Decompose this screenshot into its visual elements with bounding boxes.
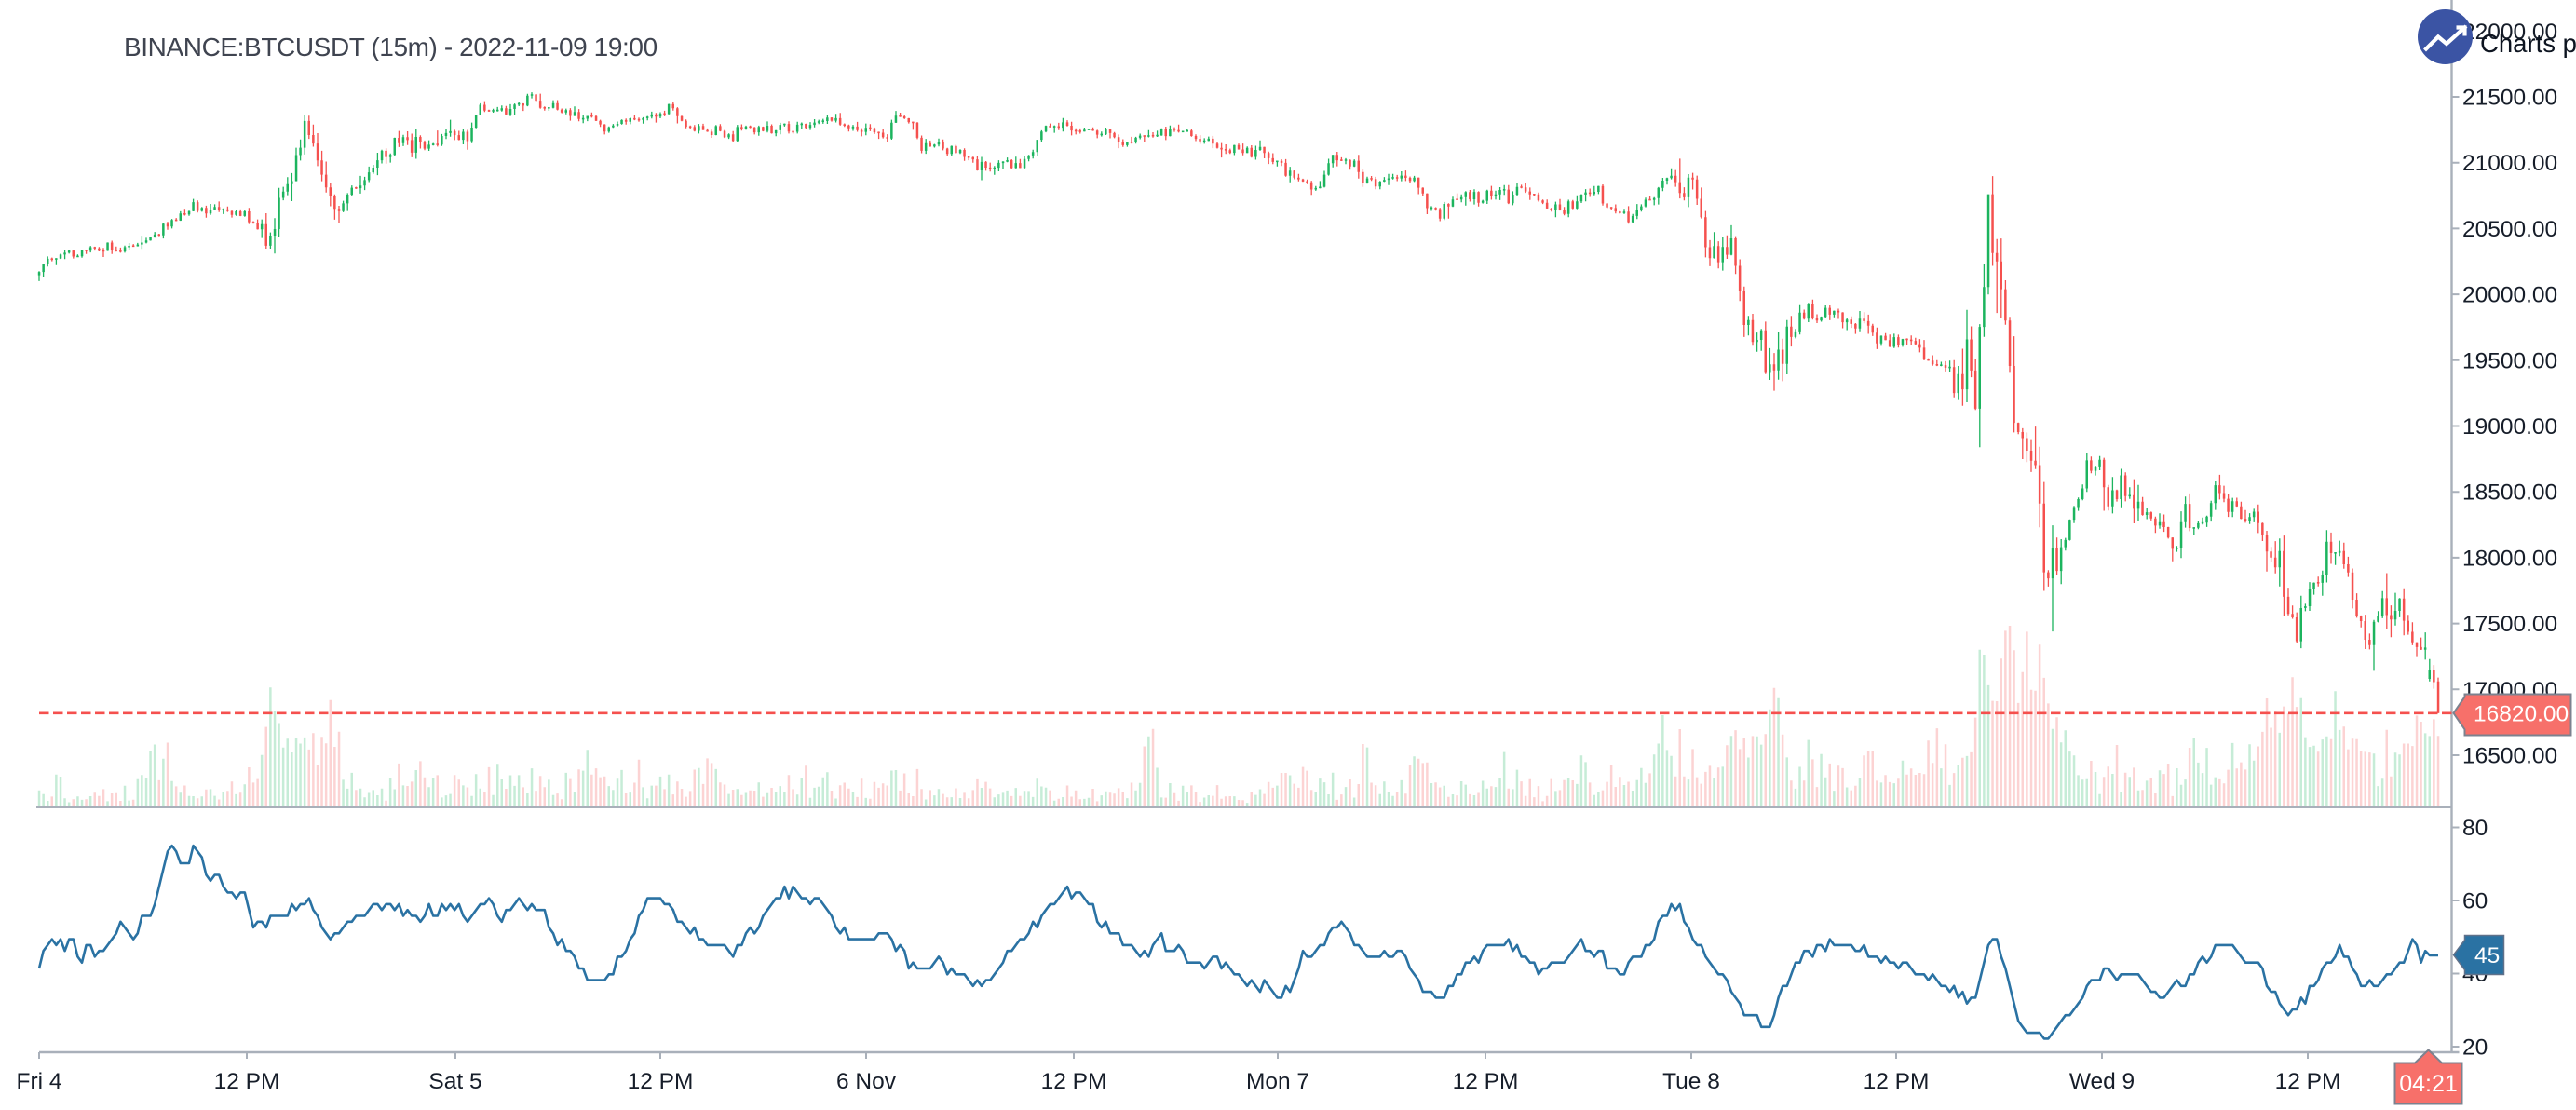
svg-text:21500.00: 21500.00 <box>2462 86 2557 111</box>
svg-text:20500.00: 20500.00 <box>2462 217 2557 242</box>
svg-text:12 PM: 12 PM <box>1864 1069 1930 1094</box>
svg-text:12 PM: 12 PM <box>628 1069 694 1094</box>
svg-text:Fri 4: Fri 4 <box>17 1069 62 1094</box>
svg-text:19500.00: 19500.00 <box>2462 348 2557 373</box>
svg-text:45: 45 <box>2474 943 2500 968</box>
svg-text:20000.00: 20000.00 <box>2462 283 2557 308</box>
svg-text:18000.00: 18000.00 <box>2462 546 2557 571</box>
svg-text:6 Nov: 6 Nov <box>836 1069 897 1094</box>
svg-text:21000.00: 21000.00 <box>2462 151 2557 176</box>
svg-text:80: 80 <box>2462 816 2488 841</box>
svg-text:12 PM: 12 PM <box>1453 1069 1519 1094</box>
svg-text:Tue 8: Tue 8 <box>1662 1069 1720 1094</box>
svg-text:Charts powered by TradingView: Charts powered by TradingView <box>2480 29 2576 58</box>
svg-text:BINANCE:BTCUSDT (15m) - 2022-1: BINANCE:BTCUSDT (15m) - 2022-11-09 19:00 <box>124 33 658 61</box>
svg-text:16500.00: 16500.00 <box>2462 744 2557 769</box>
svg-text:04:21: 04:21 <box>2399 1071 2458 1097</box>
svg-text:60: 60 <box>2462 889 2488 914</box>
svg-text:17500.00: 17500.00 <box>2462 612 2557 637</box>
svg-text:12 PM: 12 PM <box>214 1069 280 1094</box>
svg-text:18500.00: 18500.00 <box>2462 481 2557 506</box>
svg-text:Wed 9: Wed 9 <box>2069 1069 2135 1094</box>
svg-text:Mon 7: Mon 7 <box>1246 1069 1309 1094</box>
svg-text:22000.00: 22000.00 <box>2462 20 2557 45</box>
svg-text:20: 20 <box>2462 1036 2488 1061</box>
svg-text:19000.00: 19000.00 <box>2462 414 2557 440</box>
svg-text:Sat 5: Sat 5 <box>428 1069 481 1094</box>
svg-text:12 PM: 12 PM <box>1041 1069 1107 1094</box>
svg-text:12 PM: 12 PM <box>2275 1069 2341 1094</box>
svg-text:16820.00: 16820.00 <box>2474 702 2569 727</box>
